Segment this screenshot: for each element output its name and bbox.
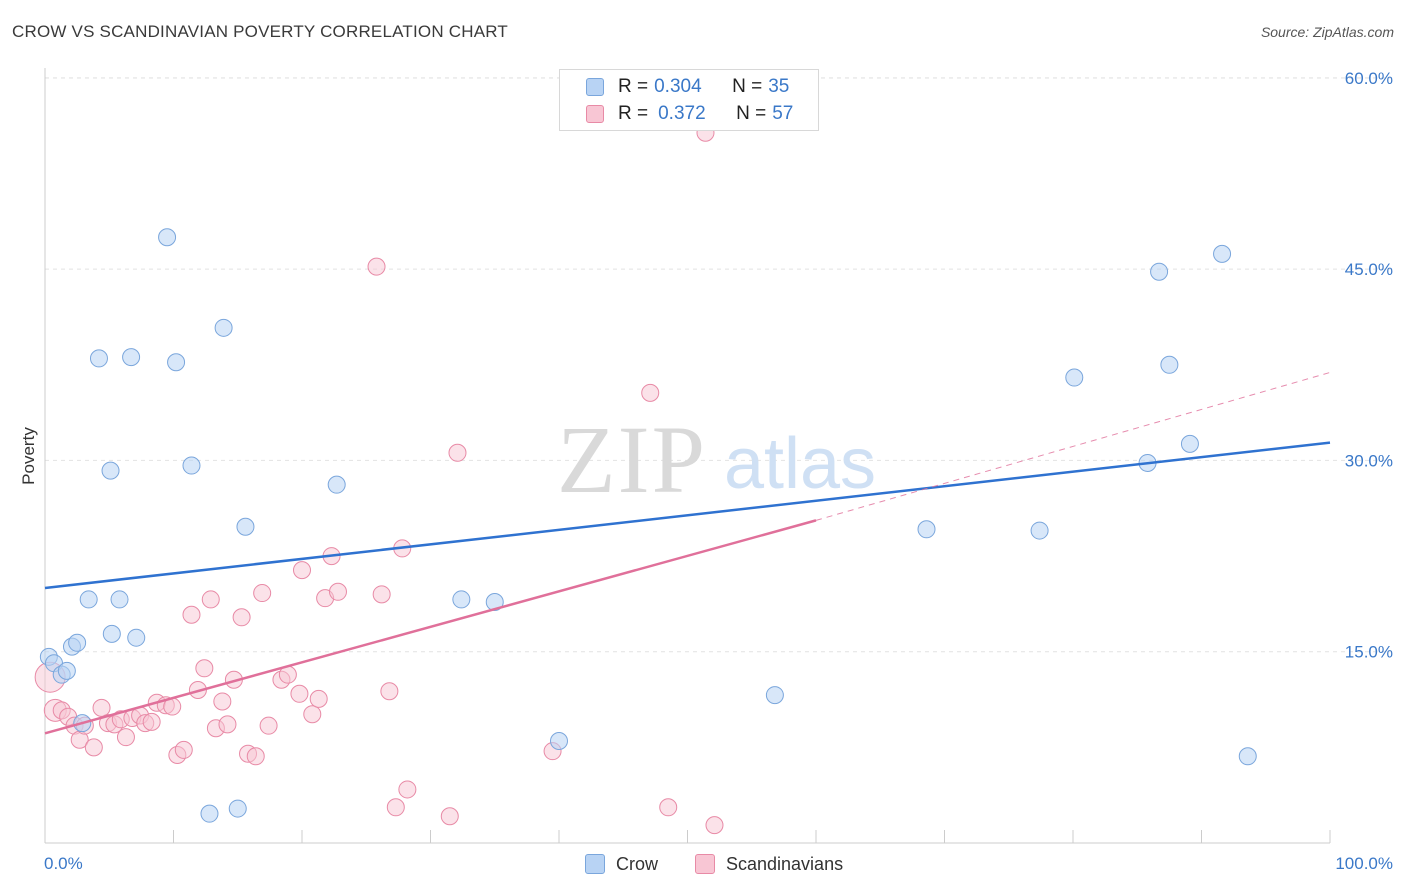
scandinavians-point xyxy=(142,712,161,731)
crow-point xyxy=(485,592,504,611)
crow-point xyxy=(1213,244,1232,263)
r-value: 0.372 xyxy=(658,103,706,124)
n-label: N = xyxy=(736,103,767,124)
y-tick-label: 60.0% xyxy=(1345,69,1393,88)
scandinavians-legend-swatch xyxy=(695,854,715,874)
crow-point xyxy=(122,348,141,367)
crow-point xyxy=(127,628,146,647)
scandinavians-point xyxy=(195,659,214,678)
crow-trendline xyxy=(44,441,1331,590)
legend-item-scandinavians: Scandinavians xyxy=(695,852,843,876)
scandinavians-point xyxy=(201,590,220,609)
crow-point xyxy=(167,353,186,372)
scandinavians-point xyxy=(84,738,103,757)
r-label: R = xyxy=(618,76,649,97)
scandinavians-point xyxy=(705,816,724,835)
y-tick-label: 45.0% xyxy=(1345,260,1393,279)
x-tick-labels: 0.0% 100.0% xyxy=(44,854,1393,873)
crow-legend-swatch xyxy=(585,854,605,874)
scandinavians-point xyxy=(309,689,328,708)
crow-point xyxy=(452,590,471,609)
n-label: N = xyxy=(732,76,763,97)
y-tick-label: 30.0% xyxy=(1345,451,1393,470)
crow-point xyxy=(200,804,219,823)
crow-point xyxy=(89,349,108,368)
crow-point xyxy=(228,799,247,818)
crow-point xyxy=(101,461,120,480)
crow-point xyxy=(765,686,784,705)
scandinavians-point xyxy=(182,605,201,624)
scandinavians-points xyxy=(34,123,724,835)
scandinavians-point xyxy=(116,728,135,747)
crow-point xyxy=(182,456,201,475)
stats-legend: R = 0.304 N = 35 R = 0.372 N = 57 xyxy=(559,69,819,131)
crow-legend-label: Crow xyxy=(616,853,659,874)
crow-point xyxy=(1160,355,1179,374)
crow-point xyxy=(102,624,121,643)
scandinavians-point xyxy=(232,608,251,627)
scandinavians-point xyxy=(380,682,399,701)
crow-point xyxy=(1150,262,1169,281)
crow-point xyxy=(917,520,936,539)
y-axis-label: Poverty xyxy=(19,427,38,485)
source-label: Source: ZipAtlas.com xyxy=(1260,24,1394,40)
scandinavians-point xyxy=(367,257,386,276)
scandinavians-point xyxy=(303,705,322,724)
r-value: 0.304 xyxy=(654,76,702,97)
scandinavians-trendline-extension xyxy=(815,371,1331,521)
r-label: R = xyxy=(618,103,649,124)
scandinavians-point xyxy=(440,807,459,826)
scandinavians-point xyxy=(290,684,309,703)
scandinavians-trendline xyxy=(44,519,817,735)
crow-point xyxy=(68,633,87,652)
crow-point xyxy=(1065,368,1084,387)
scandinavians-point xyxy=(372,585,391,604)
scandinavians-point xyxy=(92,698,111,717)
trendlines xyxy=(44,371,1331,735)
chart-title: CROW VS SCANDINAVIAN POVERTY CORRELATION… xyxy=(12,22,508,41)
scandinavians-legend-label: Scandinavians xyxy=(726,853,844,874)
crow-point xyxy=(327,475,346,494)
scandinavians-point xyxy=(398,780,417,799)
scandinavians-swatch xyxy=(586,105,604,123)
scandinavians-point xyxy=(328,582,347,601)
watermark: ZIP atlas xyxy=(557,406,876,513)
x-tick-label: 100.0% xyxy=(1335,854,1393,873)
scandinavians-point xyxy=(448,443,467,462)
scandinavians-point xyxy=(218,715,237,734)
crow-point xyxy=(110,590,129,609)
y-tick-label: 15.0% xyxy=(1345,643,1393,662)
scandinavians-point xyxy=(293,561,311,580)
crow-point xyxy=(79,590,98,609)
crow-point xyxy=(158,228,177,247)
crow-point xyxy=(1238,747,1257,766)
watermark-zip: ZIP xyxy=(557,406,707,513)
crow-point xyxy=(1180,434,1199,453)
scandinavians-point xyxy=(174,740,193,759)
scandinavians-point xyxy=(253,584,272,603)
crow-points xyxy=(39,228,1257,823)
scandinavians-point xyxy=(386,798,405,817)
crow-point xyxy=(236,517,255,536)
crow-point xyxy=(57,661,76,680)
scandinavians-point xyxy=(259,716,278,735)
crow-point xyxy=(550,731,568,750)
crow-swatch xyxy=(586,78,604,96)
legend-row-crow: R = 0.304 N = 35 xyxy=(586,75,789,99)
n-value: 57 xyxy=(772,103,794,124)
legend-row-scandinavians: R = 0.372 N = 57 xyxy=(586,102,793,126)
n-value: 35 xyxy=(768,76,790,97)
legend-item-crow: Crow xyxy=(585,852,658,876)
scandinavians-point xyxy=(659,798,678,817)
x-tick-label: 0.0% xyxy=(44,854,83,873)
crow-point xyxy=(214,318,233,337)
scandinavians-point xyxy=(213,692,232,711)
y-tick-labels: 15.0% 30.0% 45.0% 60.0% xyxy=(1345,69,1393,662)
scandinavians-point xyxy=(641,383,660,402)
crow-point xyxy=(1030,521,1049,540)
scandinavians-point xyxy=(246,747,265,766)
watermark-atlas: atlas xyxy=(724,424,876,504)
